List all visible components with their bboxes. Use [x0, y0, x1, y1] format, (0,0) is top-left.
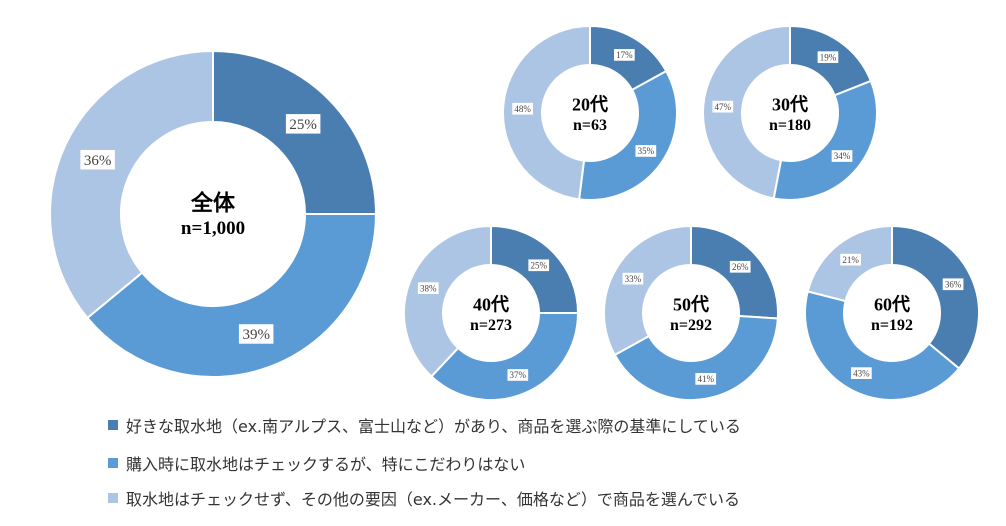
- data-label-bg: [614, 49, 635, 61]
- donut-segment: [577, 69, 678, 201]
- donut-title: 40代: [473, 294, 509, 314]
- data-label: 19%: [820, 52, 837, 62]
- data-label-bg: [528, 259, 550, 272]
- donut-segment: [403, 224, 492, 378]
- data-label-bg: [417, 282, 439, 295]
- data-label-bg: [831, 150, 853, 162]
- donut-segment: [891, 224, 980, 370]
- donut-segment: [613, 314, 779, 401]
- legend-item-1: 好きな取水地（ex.南アルプス、富士山など）があり、商品を選ぶ際の基準にしている: [108, 413, 741, 437]
- data-label: 33%: [625, 274, 642, 284]
- data-label-bg: [729, 260, 751, 273]
- legend-label: 好きな取水地（ex.南アルプス、富士山など）があり、商品を選ぶ際の基準にしている: [126, 417, 741, 436]
- legend-swatch: [108, 420, 118, 430]
- donut-sample-size: n=1,000: [181, 218, 245, 239]
- donut-segment: [603, 224, 692, 357]
- donut-1: 17% 35% 48% 20代 n=63: [502, 24, 678, 201]
- donut-segment: [502, 24, 591, 201]
- data-label: 34%: [834, 151, 851, 161]
- data-label-bg: [635, 145, 657, 157]
- data-label: 39%: [242, 327, 270, 343]
- donut-segment: [804, 290, 961, 401]
- donut-title: 60代: [874, 294, 910, 314]
- legend-swatch: [108, 458, 118, 468]
- data-label: 36%: [84, 153, 112, 169]
- data-label: 36%: [945, 279, 962, 289]
- donut-title: 全体: [190, 191, 236, 216]
- data-label-bg: [695, 373, 717, 385]
- donut-4: 26% 41% 33% 50代 n=292: [603, 224, 779, 401]
- legend-swatch: [108, 493, 118, 503]
- data-label-bg: [840, 253, 861, 266]
- data-label-bg: [712, 100, 734, 113]
- donut-sample-size: n=180: [769, 117, 811, 134]
- donut-5: 36% 43% 21% 60代 n=192: [804, 224, 980, 401]
- donut-title: 20代: [572, 94, 608, 114]
- data-label: 41%: [697, 374, 714, 384]
- donut-sample-size: n=192: [871, 317, 913, 334]
- donut-segment: [430, 312, 580, 401]
- data-label: 47%: [715, 102, 732, 112]
- legend-item-2: 購入時に取水地はチェックするが、特にこだわりはない: [108, 451, 525, 475]
- data-label: 21%: [842, 255, 859, 265]
- donut-segment: [702, 24, 791, 200]
- donut-3: 25% 37% 38% 40代 n=273: [403, 224, 580, 401]
- data-label: 25%: [289, 117, 317, 133]
- data-label-bg: [817, 51, 839, 64]
- donut-segment: [85, 213, 378, 378]
- donut-segment: [772, 79, 878, 201]
- data-label: 37%: [510, 370, 527, 380]
- data-label-bg: [285, 114, 321, 134]
- data-label: 43%: [853, 368, 870, 378]
- data-label: 25%: [530, 260, 547, 270]
- data-label-bg: [942, 278, 964, 291]
- data-label-bg: [851, 367, 872, 379]
- legend-label: 取水地はチェックせず、その他の要因（ex.メーカー、価格など）で商品を選んでいる: [126, 490, 741, 509]
- data-label: 26%: [732, 262, 749, 272]
- data-label-bg: [238, 324, 274, 344]
- donut-0: 25% 39% 36% 全体n=1,000: [49, 49, 378, 378]
- data-label: 17%: [616, 50, 633, 60]
- legend-label: 購入時に取水地はチェックするが、特にこだわりはない: [126, 455, 526, 474]
- donut-segment: [49, 49, 214, 320]
- data-label-bg: [507, 369, 529, 381]
- donut-2: 19% 34% 47% 30代 n=180: [702, 24, 878, 201]
- donut-sample-size: n=292: [670, 317, 712, 334]
- data-label-bg: [80, 149, 115, 170]
- donut-sample-size: n=63: [573, 117, 607, 134]
- data-label: 35%: [638, 146, 655, 156]
- data-label-bg: [512, 102, 533, 115]
- data-label: 48%: [514, 104, 531, 114]
- legend-item-3: 取水地はチェックせず、その他の要因（ex.メーカー、価格など）で商品を選んでいる: [108, 486, 740, 510]
- donut-sample-size: n=273: [470, 317, 512, 334]
- data-label-bg: [622, 272, 644, 285]
- donut-title: 50代: [673, 294, 709, 314]
- donut-title: 30代: [772, 94, 808, 114]
- data-label: 38%: [420, 283, 437, 293]
